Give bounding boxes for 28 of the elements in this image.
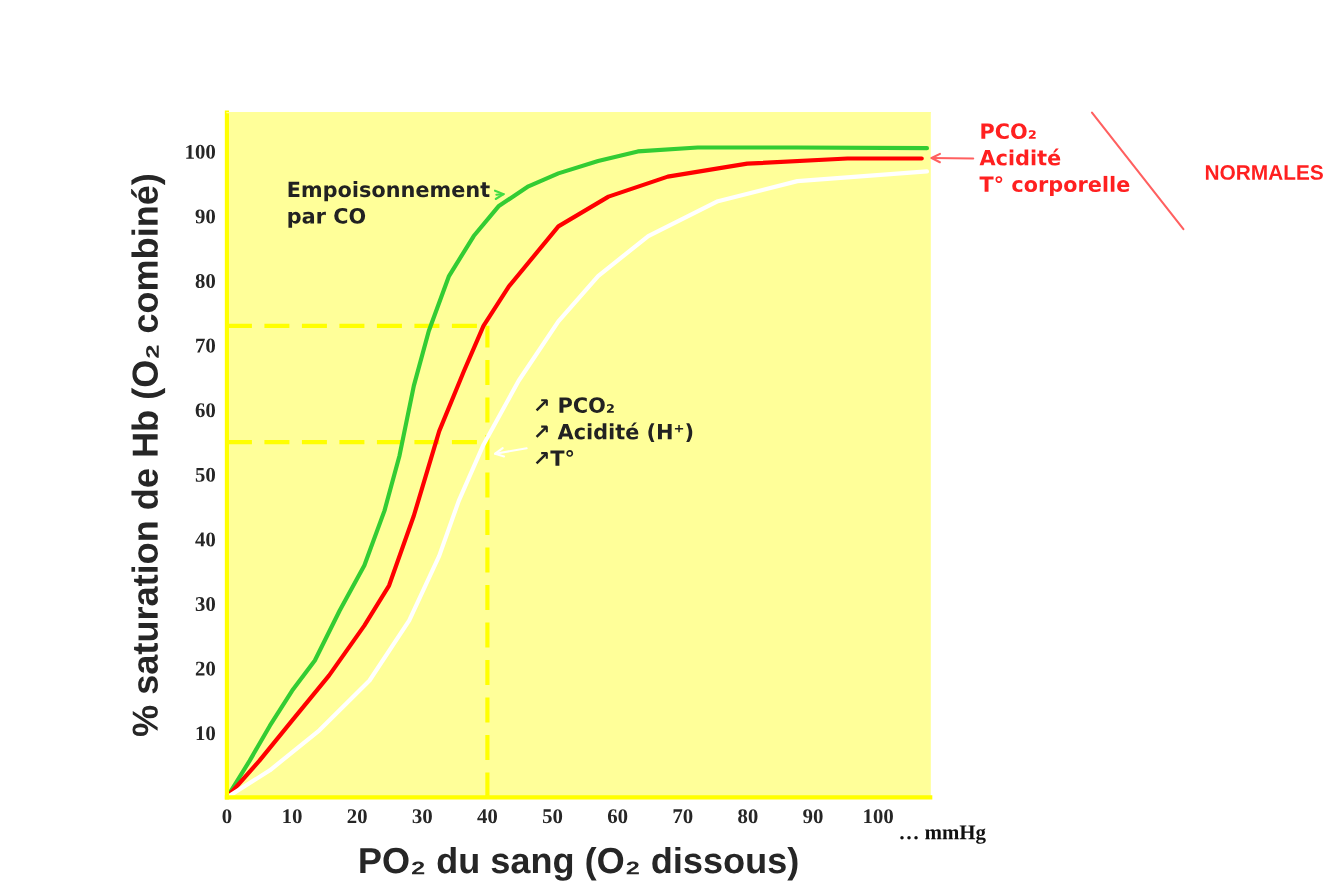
y-tick-label: 70: [196, 338, 216, 353]
annotation: ↗ PCO₂ ↗ Acidité (H⁺) ↗T°: [535, 397, 693, 466]
y-tick-label: 40: [195, 532, 216, 547]
text: … mmHg: [900, 825, 986, 844]
y-tick-label: 90: [195, 209, 216, 224]
y-tick-label: 80: [195, 273, 216, 289]
x-tick-label: 40: [477, 809, 498, 824]
y-tick-label: 10: [196, 726, 216, 741]
annotation: Empoisonnement par CO: [288, 181, 490, 228]
x-tick-label: 10: [283, 809, 302, 824]
x-tick-label: 30: [412, 809, 432, 824]
y-tick-label: 60: [195, 403, 216, 418]
x-tick-label: 50: [542, 809, 563, 824]
x-tick-label: 0: [222, 809, 232, 824]
y-tick-label: 50: [195, 467, 216, 482]
x-tick-label: 80: [738, 809, 758, 824]
annotation: PCO₂ Acidité T° corporelle: [979, 123, 1130, 197]
text: NORMALES: [1205, 165, 1323, 180]
y-tick-label: 30: [195, 597, 216, 612]
y-axis-title: % saturation de Hb (O₂ combiné): [131, 174, 166, 737]
x-tick-label: 100: [864, 809, 893, 824]
x-tick-label: 20: [347, 809, 367, 824]
x-tick-label: 70: [673, 809, 693, 824]
x-axis-title: PO₂ du sang (O₂ dissous): [360, 846, 798, 881]
x-tick-label: 90: [803, 809, 823, 824]
x-tick-label: 60: [607, 809, 628, 824]
y-tick-label: 20: [195, 661, 216, 676]
y-tick-label: 100: [186, 144, 216, 159]
